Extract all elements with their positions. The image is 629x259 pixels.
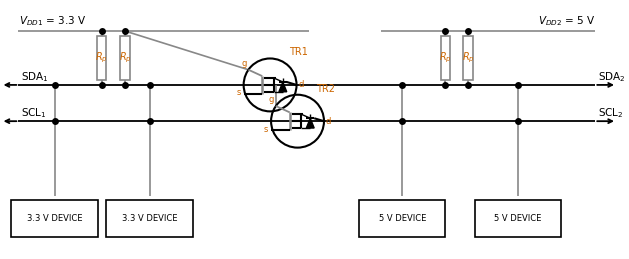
Text: s: s — [264, 125, 268, 133]
Text: g: g — [241, 59, 247, 68]
Bar — [11, 199, 97, 237]
Text: SCL$_2$: SCL$_2$ — [598, 106, 624, 120]
Text: $R_p$: $R_p$ — [439, 51, 452, 65]
Bar — [463, 37, 473, 80]
Text: 3.3 V DEVICE: 3.3 V DEVICE — [122, 214, 177, 223]
Bar — [359, 199, 445, 237]
Bar — [106, 199, 192, 237]
Text: SCL$_1$: SCL$_1$ — [21, 106, 47, 120]
Text: 5 V DEVICE: 5 V DEVICE — [494, 214, 542, 223]
Text: s: s — [237, 88, 241, 97]
Text: TR1: TR1 — [289, 47, 308, 57]
Text: g: g — [269, 95, 274, 104]
Polygon shape — [306, 118, 314, 128]
Bar — [120, 37, 130, 80]
Bar — [440, 37, 450, 80]
Text: TR2: TR2 — [316, 84, 335, 94]
Text: $R_p$: $R_p$ — [462, 51, 474, 65]
Text: SDA$_2$: SDA$_2$ — [598, 70, 626, 84]
Text: 3.3 V DEVICE: 3.3 V DEVICE — [27, 214, 82, 223]
Text: $R_p$: $R_p$ — [95, 51, 108, 65]
Text: d: d — [326, 117, 331, 126]
Polygon shape — [279, 82, 287, 92]
Bar — [475, 199, 561, 237]
Text: $V_{DD1}$ = 3.3 V: $V_{DD1}$ = 3.3 V — [19, 14, 87, 28]
Text: 5 V DEVICE: 5 V DEVICE — [379, 214, 426, 223]
Text: d: d — [299, 81, 304, 89]
Text: SDA$_1$: SDA$_1$ — [21, 70, 49, 84]
Text: $V_{DD2}$ = 5 V: $V_{DD2}$ = 5 V — [538, 14, 595, 28]
Text: $R_p$: $R_p$ — [119, 51, 131, 65]
Bar — [97, 37, 106, 80]
